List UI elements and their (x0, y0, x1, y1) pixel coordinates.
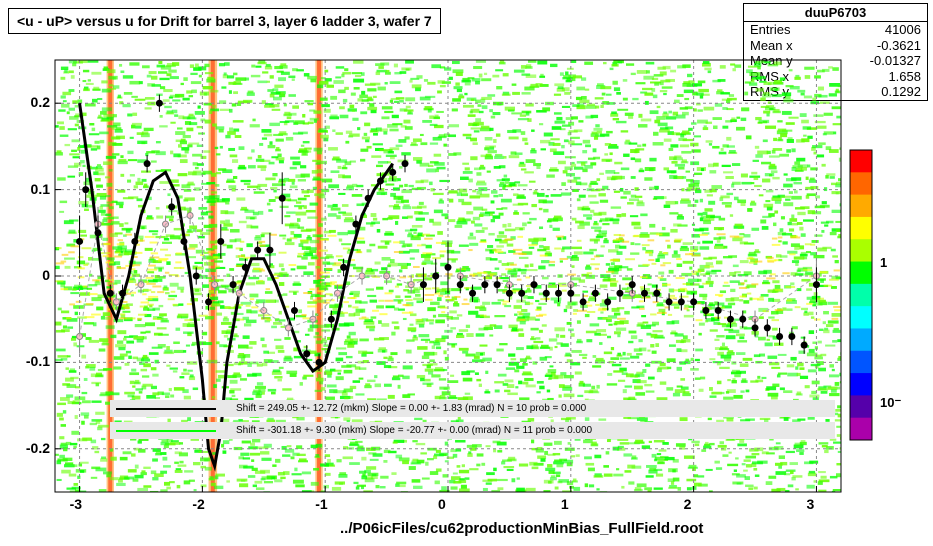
chart-container: <u - uP> versus u for Drift for barrel 3… (0, 0, 933, 546)
file-path: ../P06icFiles/cu62productionMinBias_Full… (340, 520, 703, 537)
colorbar-tick-2: 10⁻ (880, 395, 901, 411)
colorbar-tick-1: 1 (880, 255, 887, 270)
colorbar (0, 0, 933, 546)
